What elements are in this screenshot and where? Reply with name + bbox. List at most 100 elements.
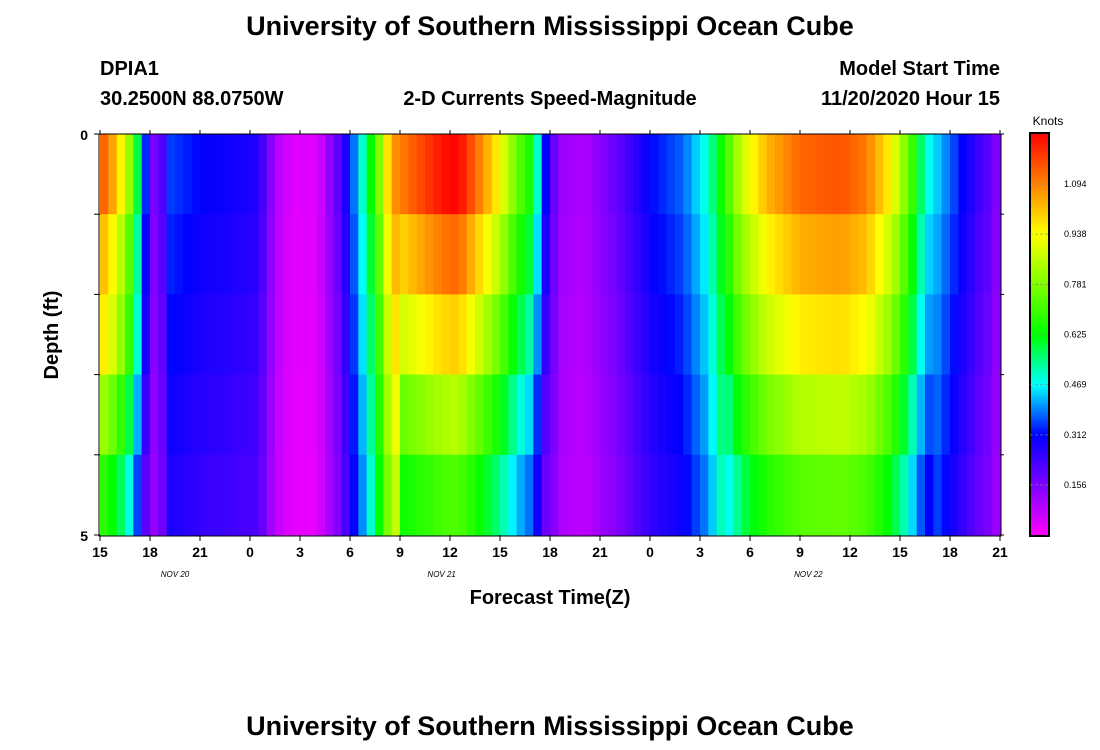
heatmap-cell <box>358 374 368 456</box>
heatmap-cell <box>941 294 951 376</box>
heatmap-cell <box>375 294 384 376</box>
heatmap-cell <box>375 214 384 295</box>
heatmap-cell <box>366 134 376 215</box>
heatmap-cell <box>700 214 709 295</box>
heatmap-cell <box>725 214 734 295</box>
heatmap-cell <box>875 454 884 536</box>
y-axis: 05 <box>80 127 1004 544</box>
heatmap-cell <box>250 374 259 456</box>
heatmap-cell <box>675 214 684 295</box>
heatmap-cell <box>791 454 801 536</box>
heatmap-cell <box>791 294 801 376</box>
x-tick-label: 9 <box>396 544 404 560</box>
heatmap-cell <box>925 374 934 456</box>
heatmap-cell <box>266 374 276 456</box>
heatmap-cell <box>258 214 268 295</box>
heatmap-cell <box>800 134 809 215</box>
heatmap-cell <box>216 134 226 215</box>
heatmap-cell <box>183 134 193 215</box>
heatmap-cell <box>816 374 826 456</box>
heatmap-cell <box>533 214 543 295</box>
heatmap-cell <box>233 214 243 295</box>
heatmap-cell <box>258 454 268 536</box>
heatmap-cell <box>125 454 134 536</box>
heatmap-cell <box>316 374 326 456</box>
heatmap-cell <box>691 374 701 456</box>
heatmap-cell <box>783 214 793 295</box>
heatmap-cell <box>958 454 968 536</box>
heatmap-cell <box>758 134 768 215</box>
heatmap-cell <box>125 134 134 215</box>
heatmap-cell <box>150 134 159 215</box>
heatmap-cell <box>775 374 784 456</box>
heatmap-cell <box>566 294 576 376</box>
heatmap-cell <box>708 374 718 456</box>
heatmap-cell <box>808 294 818 376</box>
heatmap-cell <box>625 134 634 215</box>
heatmap-cell <box>191 374 201 456</box>
heatmap-cell <box>633 134 643 215</box>
heatmap-cell <box>616 374 626 456</box>
heatmap-cell <box>725 374 734 456</box>
heatmap-cell <box>275 134 284 215</box>
heatmap-cell <box>683 454 693 536</box>
heatmap-cell <box>758 374 768 456</box>
heatmap-cell <box>158 454 168 536</box>
heatmap-cell <box>758 294 768 376</box>
heatmap-cell <box>116 214 126 295</box>
heatmap-cell <box>225 294 234 376</box>
heatmap-cell <box>183 374 193 456</box>
heatmap-cell <box>300 294 309 376</box>
x-tick-label: 15 <box>92 544 108 560</box>
heatmap-cell <box>466 134 476 215</box>
heatmap-cell <box>816 214 826 295</box>
heatmap-cell <box>975 294 984 376</box>
heatmap-cell <box>983 454 993 536</box>
heatmap-cell <box>900 294 909 376</box>
heatmap-cell <box>925 294 934 376</box>
heatmap-cell <box>783 294 793 376</box>
x-tick-label: 0 <box>246 544 254 560</box>
heatmap-cell <box>775 294 784 376</box>
heatmap-cell <box>300 374 309 456</box>
heatmap-cell <box>550 374 559 456</box>
heatmap-cell <box>358 294 368 376</box>
x-axis-label: Forecast Time(Z) <box>470 587 631 609</box>
heatmap-cell <box>233 454 243 536</box>
heatmap-cell <box>825 214 834 295</box>
heatmap-cell <box>566 454 576 536</box>
heatmap-cell <box>808 134 818 215</box>
x-tick-label: 3 <box>296 544 304 560</box>
heatmap-cell <box>400 134 409 215</box>
heatmap-cell <box>300 454 309 536</box>
heatmap-cell <box>916 294 926 376</box>
heatmap-cell <box>341 454 351 536</box>
heatmap-cell <box>775 214 784 295</box>
heatmap-cell <box>608 134 618 215</box>
heatmap-cell <box>633 374 643 456</box>
heatmap-cell <box>691 134 701 215</box>
plot-title: 2-D Currents Speed-Magnitude <box>403 88 696 110</box>
heatmap-cell <box>133 374 143 456</box>
heatmap-cell <box>858 374 868 456</box>
heatmap-cell <box>800 294 809 376</box>
heatmap-cell <box>866 294 876 376</box>
heatmap-cell <box>225 454 234 536</box>
heatmap-cell <box>850 454 859 536</box>
heatmap-cell <box>375 134 384 215</box>
heatmap-cell <box>308 214 318 295</box>
heatmap-cell <box>333 374 343 456</box>
heatmap-cell <box>275 374 284 456</box>
heatmap-cell <box>841 294 851 376</box>
heatmap-cell <box>425 454 434 536</box>
heatmap-cell <box>533 134 543 215</box>
heatmap-cell <box>341 294 351 376</box>
heatmap-cell <box>841 454 851 536</box>
heatmap-cell <box>491 214 501 295</box>
heatmap-cell <box>150 214 159 295</box>
heatmap-cell <box>775 134 784 215</box>
heatmap-cell <box>608 294 618 376</box>
heatmap-cell <box>525 294 534 376</box>
heatmap-cell <box>591 294 601 376</box>
heatmap-cell <box>800 214 809 295</box>
